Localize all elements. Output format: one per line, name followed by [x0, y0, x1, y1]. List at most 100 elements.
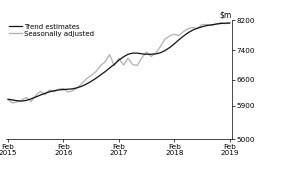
Trend estimates: [43, 92, 47, 94]
Trend estimates: [163, 49, 167, 52]
Trend estimates: [228, 22, 231, 24]
Trend estimates: [122, 56, 125, 58]
Trend estimates: [113, 63, 116, 65]
Trend estimates: [99, 74, 102, 76]
Seasonally adjusted: [205, 23, 208, 25]
Seasonally adjusted: [149, 55, 153, 57]
Trend estimates: [191, 29, 194, 31]
Seasonally adjusted: [131, 64, 134, 66]
Seasonally adjusted: [71, 90, 74, 92]
Seasonally adjusted: [196, 28, 199, 30]
Trend estimates: [210, 24, 213, 26]
Trend estimates: [214, 23, 218, 25]
Seasonally adjusted: [11, 102, 14, 104]
Line: Seasonally adjusted: Seasonally adjusted: [8, 23, 230, 103]
Seasonally adjusted: [168, 35, 171, 37]
Seasonally adjusted: [43, 94, 47, 96]
Seasonally adjusted: [163, 38, 167, 40]
Seasonally adjusted: [127, 57, 130, 59]
Seasonally adjusted: [103, 61, 107, 63]
Seasonally adjusted: [122, 64, 125, 66]
Seasonally adjusted: [219, 22, 222, 24]
Seasonally adjusted: [34, 95, 37, 97]
Trend estimates: [16, 100, 19, 102]
Trend estimates: [145, 53, 148, 55]
Seasonally adjusted: [177, 35, 181, 37]
Trend estimates: [159, 52, 162, 54]
Trend estimates: [200, 26, 204, 28]
Seasonally adjusted: [145, 51, 148, 53]
Seasonally adjusted: [48, 89, 51, 91]
Seasonally adjusted: [154, 52, 158, 54]
Seasonally adjusted: [94, 71, 97, 73]
Seasonally adjusted: [80, 82, 83, 84]
Trend estimates: [117, 59, 121, 61]
Trend estimates: [48, 91, 51, 93]
Seasonally adjusted: [136, 64, 139, 66]
Trend estimates: [168, 47, 171, 49]
Seasonally adjusted: [210, 25, 213, 27]
Seasonally adjusted: [20, 99, 23, 101]
Trend estimates: [11, 99, 14, 101]
Seasonally adjusted: [85, 78, 88, 80]
Trend estimates: [224, 22, 227, 24]
Seasonally adjusted: [159, 45, 162, 47]
Seasonally adjusted: [113, 65, 116, 67]
Seasonally adjusted: [76, 87, 79, 89]
Seasonally adjusted: [191, 27, 194, 29]
Trend estimates: [219, 23, 222, 25]
Trend estimates: [71, 88, 74, 90]
Trend estimates: [131, 52, 134, 54]
Trend estimates: [80, 85, 83, 87]
Trend estimates: [57, 89, 61, 91]
Seasonally adjusted: [66, 91, 70, 93]
Line: Trend estimates: Trend estimates: [8, 23, 230, 101]
Trend estimates: [108, 67, 111, 69]
Seasonally adjusted: [224, 23, 227, 25]
Seasonally adjusted: [186, 28, 190, 30]
Seasonally adjusted: [29, 100, 33, 103]
Trend estimates: [25, 99, 28, 101]
Trend estimates: [149, 53, 153, 55]
Trend estimates: [140, 53, 144, 55]
Trend estimates: [182, 35, 185, 37]
Seasonally adjusted: [117, 57, 121, 59]
Seasonally adjusted: [173, 33, 176, 35]
Trend estimates: [196, 27, 199, 29]
Seasonally adjusted: [99, 65, 102, 67]
Seasonally adjusted: [25, 96, 28, 98]
Seasonally adjusted: [108, 54, 111, 56]
Trend estimates: [20, 100, 23, 102]
Trend estimates: [173, 43, 176, 45]
Trend estimates: [127, 53, 130, 55]
Trend estimates: [89, 80, 93, 82]
Seasonally adjusted: [182, 31, 185, 33]
Trend estimates: [29, 98, 33, 100]
Seasonally adjusted: [16, 101, 19, 103]
Seasonally adjusted: [57, 88, 61, 90]
Trend estimates: [177, 39, 181, 41]
Trend estimates: [186, 32, 190, 34]
Trend estimates: [6, 98, 10, 100]
Trend estimates: [66, 88, 70, 90]
Trend estimates: [52, 90, 56, 92]
Trend estimates: [94, 77, 97, 79]
Seasonally adjusted: [38, 90, 42, 92]
Trend estimates: [34, 96, 37, 98]
Trend estimates: [103, 71, 107, 73]
Trend estimates: [85, 83, 88, 85]
Trend estimates: [76, 87, 79, 89]
Seasonally adjusted: [89, 74, 93, 76]
Seasonally adjusted: [140, 57, 144, 59]
Seasonally adjusted: [200, 23, 204, 25]
Trend estimates: [38, 94, 42, 96]
Legend: Trend estimates, Seasonally adjusted: Trend estimates, Seasonally adjusted: [9, 24, 95, 37]
Text: $m: $m: [220, 10, 232, 19]
Trend estimates: [154, 53, 158, 55]
Seasonally adjusted: [214, 23, 218, 25]
Trend estimates: [205, 25, 208, 27]
Trend estimates: [62, 89, 65, 91]
Seasonally adjusted: [62, 87, 65, 89]
Seasonally adjusted: [6, 99, 10, 101]
Seasonally adjusted: [52, 91, 56, 93]
